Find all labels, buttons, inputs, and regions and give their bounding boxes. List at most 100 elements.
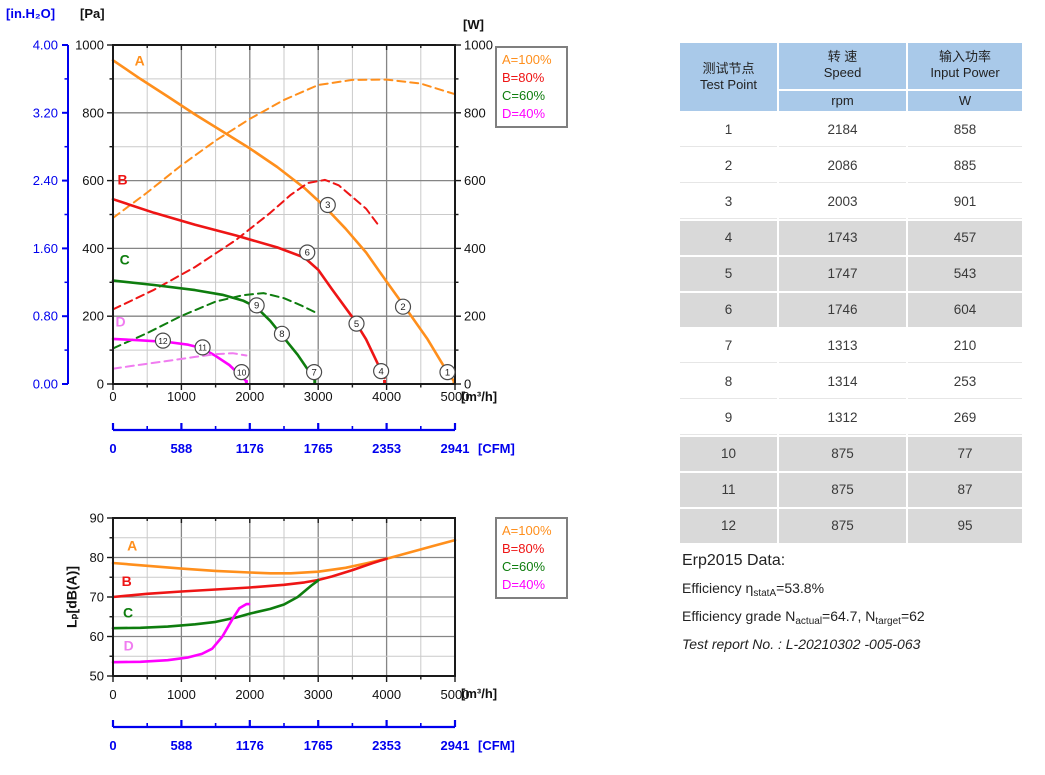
cell-test-point: 6 xyxy=(680,293,777,327)
chart1-legend: A=100% B=80% C=60% D=40% xyxy=(495,46,568,128)
cell-test-point: 3 xyxy=(680,185,777,219)
cell-test-point: 8 xyxy=(680,365,777,399)
svg-text:2353: 2353 xyxy=(372,738,401,753)
svg-text:5000: 5000 xyxy=(441,389,470,404)
table-row: 7 1313 210 xyxy=(680,329,1022,363)
table-header: 测试节点 Test Point 转 速 Speed 输入功率 Input Pow… xyxy=(680,43,1022,113)
noise-chart-ticks xyxy=(107,517,456,682)
svg-text:7: 7 xyxy=(311,367,316,378)
svg-text:2941: 2941 xyxy=(441,441,470,456)
cell-speed: 1313 xyxy=(779,329,906,363)
inh2o-axis: 0.00 0.80 1.60 2.40 3.20 4.00 xyxy=(33,38,69,392)
header-speed-en: Speed xyxy=(823,65,862,80)
table-body: 1 2184 858 2 2086 885 3 2003 901 4 1743 457 5 1747 543… xyxy=(680,113,1022,543)
table-row: 12 875 95 xyxy=(680,509,1022,543)
m3h-unit-label-bottom: [m³/h] xyxy=(461,686,498,701)
cell-power: 543 xyxy=(908,257,1022,291)
table-row: 4 1743 457 xyxy=(680,221,1022,255)
svg-text:10: 10 xyxy=(237,367,247,377)
header-test-point: 测试节点 Test Point xyxy=(680,43,777,111)
cell-test-point: 4 xyxy=(680,221,777,255)
pressure-power-chart-curve-b-input-power xyxy=(112,178,381,311)
legend-item: D=40% xyxy=(502,577,545,592)
svg-text:1765: 1765 xyxy=(304,738,333,753)
m3h-unit-label-top: [m³/h] xyxy=(461,389,498,404)
svg-text:588: 588 xyxy=(171,738,193,753)
erp2015-line: Test report No. : L-20210302 -005-063 xyxy=(682,636,921,652)
cell-power: 210 xyxy=(908,329,1022,363)
svg-text:3000: 3000 xyxy=(304,389,333,404)
svg-text:4.00: 4.00 xyxy=(33,38,58,53)
pressure-power-chart: 0 1000 2000 3000 4000 50000200400600800100002… xyxy=(33,38,493,457)
legend-item: B=80% xyxy=(502,70,545,85)
pressure-power-chart-series xyxy=(111,58,456,383)
svg-text:0: 0 xyxy=(109,687,116,702)
cell-speed: 875 xyxy=(779,437,906,471)
cell-speed: 1747 xyxy=(779,257,906,291)
pressure-power-chart-curve-end-tick xyxy=(244,380,248,384)
svg-text:800: 800 xyxy=(464,105,486,120)
svg-text:A: A xyxy=(135,52,145,68)
svg-text:1000: 1000 xyxy=(167,389,196,404)
svg-text:9: 9 xyxy=(254,301,259,312)
svg-text:2000: 2000 xyxy=(235,389,264,404)
pressure-power-chart-test-point-marker-11: 11 xyxy=(194,339,211,356)
pressure-power-chart-curve-a-input-power xyxy=(112,78,456,219)
svg-text:2: 2 xyxy=(400,302,405,313)
svg-text:0: 0 xyxy=(109,389,116,404)
erp2015-line: Efficiency grade Nactual=64.7, Ntarget=6… xyxy=(682,608,925,627)
svg-text:1: 1 xyxy=(445,367,450,378)
cell-speed: 1746 xyxy=(779,293,906,327)
noise-chart-curve-a-sound-level xyxy=(111,538,457,575)
legend-item: A=100% xyxy=(502,52,552,67)
table-row: 5 1747 543 xyxy=(680,257,1022,291)
svg-text:1176: 1176 xyxy=(236,441,264,456)
pressure-power-chart-test-point-marker-1: 1 xyxy=(439,364,456,381)
svg-text:400: 400 xyxy=(82,241,104,256)
svg-text:800: 800 xyxy=(82,105,104,120)
pressure-power-chart-test-point-marker-8: 8 xyxy=(273,325,291,342)
header-test-point-en: Test Point xyxy=(699,77,758,92)
cell-test-point: 7 xyxy=(680,329,777,363)
cell-test-point: 2 xyxy=(680,149,777,183)
legend-item: D=40% xyxy=(502,106,545,121)
pressure-power-chart-test-point-marker-6: 6 xyxy=(299,244,316,261)
cell-power: 253 xyxy=(908,365,1022,399)
header-input-power: 输入功率 Input Power xyxy=(908,43,1022,89)
noise-chart-y-tick-labels: 50 60 70 80 90 xyxy=(90,511,104,684)
svg-text:50: 50 xyxy=(90,669,104,684)
svg-text:80: 80 xyxy=(90,550,104,565)
watt-unit-label: [W] xyxy=(463,17,484,32)
svg-text:200: 200 xyxy=(82,309,104,324)
svg-text:90: 90 xyxy=(90,511,104,526)
legend-item: B=80% xyxy=(502,541,545,556)
pressure-power-chart-test-point-marker-10: 10 xyxy=(233,364,250,381)
header-input-power-en: Input Power xyxy=(930,65,1000,80)
noise-chart-series xyxy=(111,538,457,664)
cell-speed: 1743 xyxy=(779,221,906,255)
svg-text:C: C xyxy=(120,252,130,268)
svg-text:2353: 2353 xyxy=(372,441,401,456)
legend-item: C=60% xyxy=(502,559,545,574)
pressure-power-chart-ticks xyxy=(107,44,461,390)
pressure-power-chart-x-tick-labels: 0 1000 2000 3000 4000 5000 xyxy=(109,389,469,404)
svg-text:3000: 3000 xyxy=(304,687,333,702)
erp2015-lines: Efficiency ηstatA=53.8% Efficiency grade … xyxy=(682,580,925,652)
cell-power: 87 xyxy=(908,473,1022,507)
pressure-power-chart-curve-end-tick xyxy=(383,380,387,384)
pa-unit-label: [Pa] xyxy=(80,6,105,21)
svg-text:1000: 1000 xyxy=(464,38,493,53)
cell-speed: 2184 xyxy=(779,113,906,147)
svg-text:2000: 2000 xyxy=(235,687,264,702)
pressure-power-chart-curve-labels: A B C D xyxy=(115,52,144,329)
cell-speed: 875 xyxy=(779,509,906,543)
table-row: 9 1312 269 xyxy=(680,401,1022,435)
svg-text:B: B xyxy=(118,172,128,188)
noise-chart-curve-b-sound-level xyxy=(111,557,388,599)
svg-text:2.40: 2.40 xyxy=(33,173,58,188)
svg-text:D: D xyxy=(124,638,134,654)
cell-power: 858 xyxy=(908,113,1022,147)
svg-text:200: 200 xyxy=(464,309,486,324)
cell-test-point: 1 xyxy=(680,113,777,147)
